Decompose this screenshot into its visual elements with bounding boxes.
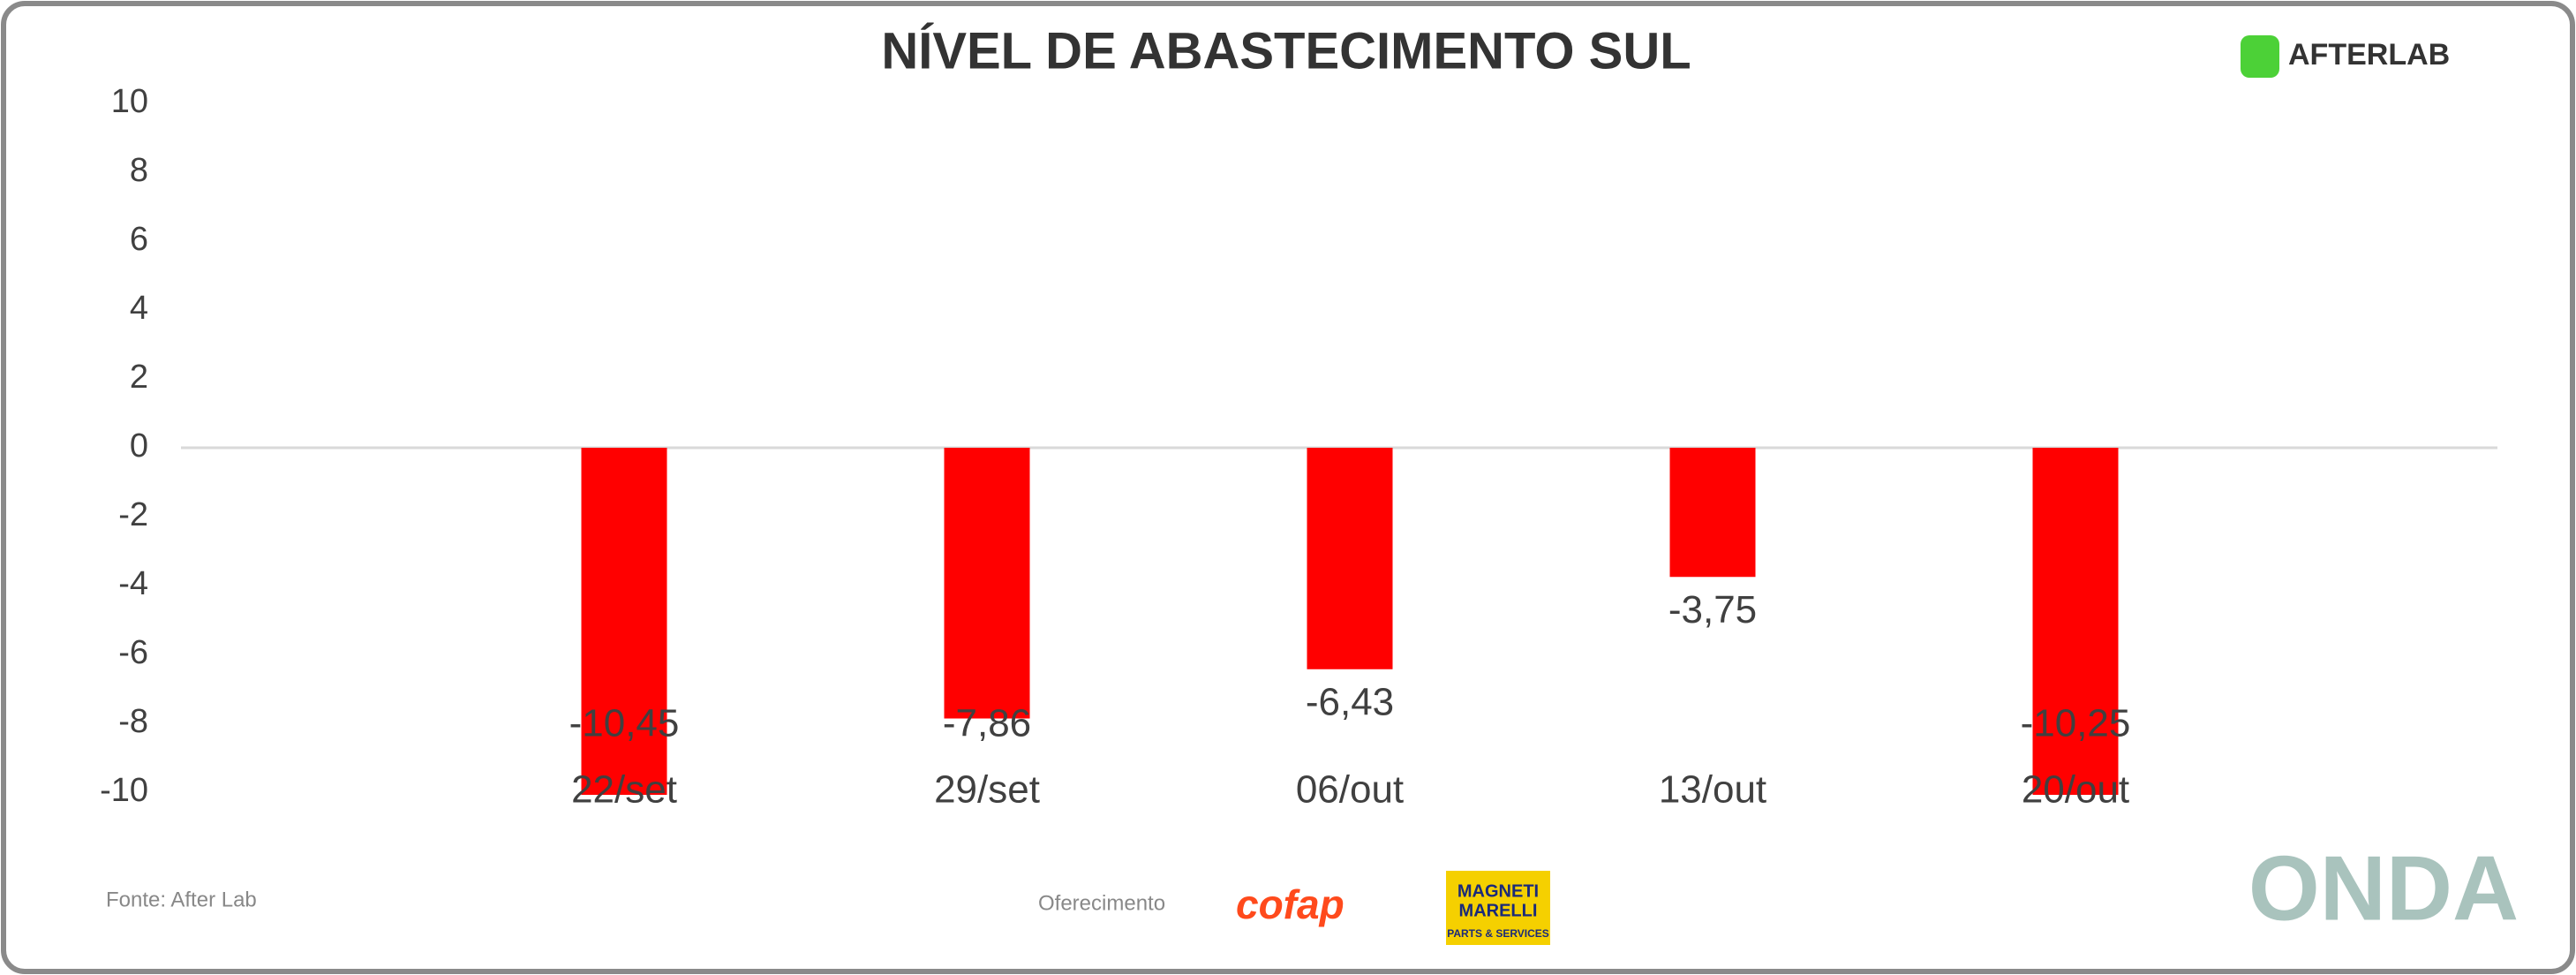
y-tick-label: 6	[130, 221, 148, 258]
data-label: -10,45	[569, 702, 680, 745]
bar	[581, 448, 667, 795]
sponsor-label: Oferecimento	[1038, 891, 1165, 915]
bar	[1669, 448, 1756, 578]
x-tick-label: 06/out	[1296, 768, 1404, 812]
x-tick-label: 29/set	[934, 768, 1040, 812]
y-tick-label: 8	[130, 152, 148, 189]
y-tick-label: -10	[100, 772, 148, 809]
y-tick-label: -4	[118, 565, 148, 602]
y-tick-label: 2	[130, 359, 148, 396]
bar	[944, 448, 1030, 719]
data-label: -3,75	[1668, 588, 1757, 631]
y-tick-label: 4	[130, 290, 148, 327]
chart-title: NÍVEL DE ABASTECIMENTO SUL	[881, 22, 1691, 79]
sponsor-marelli: PARTS & SERVICES	[1447, 927, 1549, 940]
x-tick-label: 20/out	[2022, 768, 2129, 812]
x-tick-label: 13/out	[1659, 768, 1766, 812]
bar	[1307, 448, 1393, 669]
sponsor-marelli: MARELLI	[1459, 901, 1538, 920]
footer-logo: ONDA	[2248, 837, 2519, 940]
plot-area	[581, 448, 2119, 795]
data-label: -6,43	[1306, 680, 1394, 723]
logo-mark	[2241, 35, 2279, 78]
sponsor-marelli: MAGNETI	[1457, 881, 1539, 901]
y-tick-label: -6	[118, 634, 148, 671]
x-tick-label: 22/set	[571, 768, 677, 812]
data-label: -7,86	[943, 702, 1031, 745]
logo-text: AFTERLAB	[2288, 38, 2450, 72]
source: Fonte: After Lab	[106, 888, 257, 911]
data-label: -10,25	[2021, 702, 2131, 745]
y-tick-label: 10	[111, 83, 148, 120]
sponsor-cofap: cofap	[1236, 881, 1344, 927]
sponsor-badge	[1446, 871, 1550, 945]
y-tick-label: 0	[130, 427, 148, 465]
y-tick-label: -2	[118, 496, 148, 533]
y-tick-label: -8	[118, 703, 148, 740]
bar	[2032, 448, 2119, 795]
